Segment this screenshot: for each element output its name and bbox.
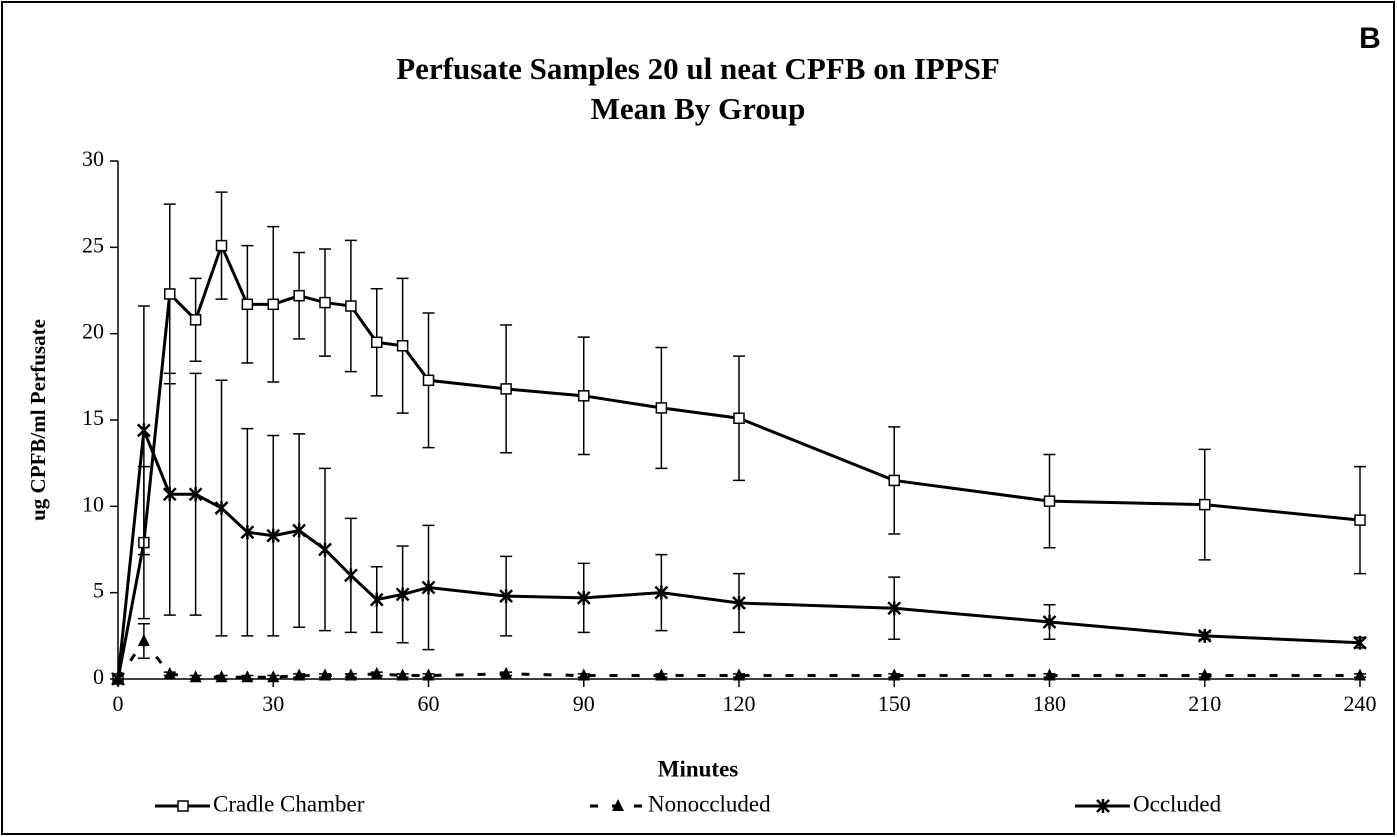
marker xyxy=(655,668,668,681)
marker xyxy=(396,340,409,352)
marker xyxy=(1198,668,1211,681)
marker xyxy=(136,423,151,438)
y-tick-label: 5 xyxy=(93,578,104,603)
legend-label: Occluded xyxy=(1133,791,1222,816)
marker xyxy=(655,402,668,414)
marker xyxy=(371,336,383,349)
marker xyxy=(654,585,669,600)
marker xyxy=(266,528,281,543)
marker xyxy=(422,374,435,387)
marker xyxy=(733,668,745,681)
panel-label: B xyxy=(1359,22,1381,55)
marker xyxy=(1353,635,1367,650)
marker xyxy=(370,666,383,679)
marker xyxy=(189,670,202,683)
marker xyxy=(177,800,189,812)
marker xyxy=(1043,495,1056,507)
marker xyxy=(1354,668,1366,681)
marker xyxy=(421,580,436,595)
marker xyxy=(189,314,202,326)
marker xyxy=(1199,498,1211,511)
marker xyxy=(318,542,332,557)
marker xyxy=(292,523,307,538)
marker xyxy=(319,296,331,309)
marker xyxy=(267,298,279,311)
marker xyxy=(344,668,357,681)
marker xyxy=(1042,615,1057,630)
marker xyxy=(888,474,900,487)
y-axis-label: ug CPFB/ml Perfusate xyxy=(26,319,50,521)
marker xyxy=(188,487,203,502)
chart-title: Perfusate Samples 20 ul neat CPFB on IPP… xyxy=(396,51,1000,86)
marker xyxy=(396,668,409,681)
legend-label: Nonoccluded xyxy=(648,791,771,816)
x-tick-label: 210 xyxy=(1188,691,1221,716)
marker xyxy=(1197,628,1212,643)
x-tick-label: 150 xyxy=(878,691,911,716)
marker xyxy=(422,668,435,681)
marker xyxy=(576,590,591,605)
marker xyxy=(1354,514,1366,526)
marker xyxy=(369,592,384,607)
marker xyxy=(293,668,306,681)
marker xyxy=(500,666,513,679)
marker xyxy=(293,289,305,302)
marker xyxy=(162,487,177,502)
marker xyxy=(500,383,512,395)
x-tick-label: 0 xyxy=(113,691,124,716)
marker xyxy=(733,412,745,425)
marker xyxy=(343,568,358,583)
marker xyxy=(888,668,901,681)
marker xyxy=(163,666,176,679)
marker xyxy=(577,668,590,681)
marker xyxy=(578,390,590,402)
marker xyxy=(1096,799,1110,813)
x-tick-label: 60 xyxy=(418,691,440,716)
x-tick-label: 180 xyxy=(1033,691,1066,716)
marker xyxy=(215,670,228,683)
marker xyxy=(215,239,228,252)
marker xyxy=(214,501,229,516)
x-tick-label: 120 xyxy=(723,691,756,716)
y-tick-label: 15 xyxy=(82,405,104,430)
x-tick-label: 90 xyxy=(573,691,595,716)
y-tick-label: 20 xyxy=(82,319,104,344)
marker xyxy=(345,300,357,312)
marker xyxy=(137,634,150,647)
marker xyxy=(612,799,624,811)
marker xyxy=(499,589,514,604)
marker xyxy=(111,672,125,686)
y-tick-label: 10 xyxy=(82,491,104,516)
marker xyxy=(241,670,254,683)
marker xyxy=(1043,668,1056,681)
marker xyxy=(732,596,746,611)
y-tick-label: 25 xyxy=(82,232,104,257)
marker xyxy=(241,298,254,311)
marker xyxy=(395,587,410,602)
marker xyxy=(887,601,902,616)
marker xyxy=(164,288,176,300)
y-tick-label: 30 xyxy=(82,146,104,171)
x-tick-label: 240 xyxy=(1344,691,1377,716)
chart-subtitle: Mean By Group xyxy=(591,91,806,126)
y-tick-label: 0 xyxy=(93,664,104,689)
marker xyxy=(267,670,280,683)
x-tick-label: 30 xyxy=(262,691,284,716)
x-axis-label: Minutes xyxy=(658,756,739,781)
marker xyxy=(319,668,331,681)
marker xyxy=(240,525,255,540)
legend-label: Cradle Chamber xyxy=(213,791,365,816)
